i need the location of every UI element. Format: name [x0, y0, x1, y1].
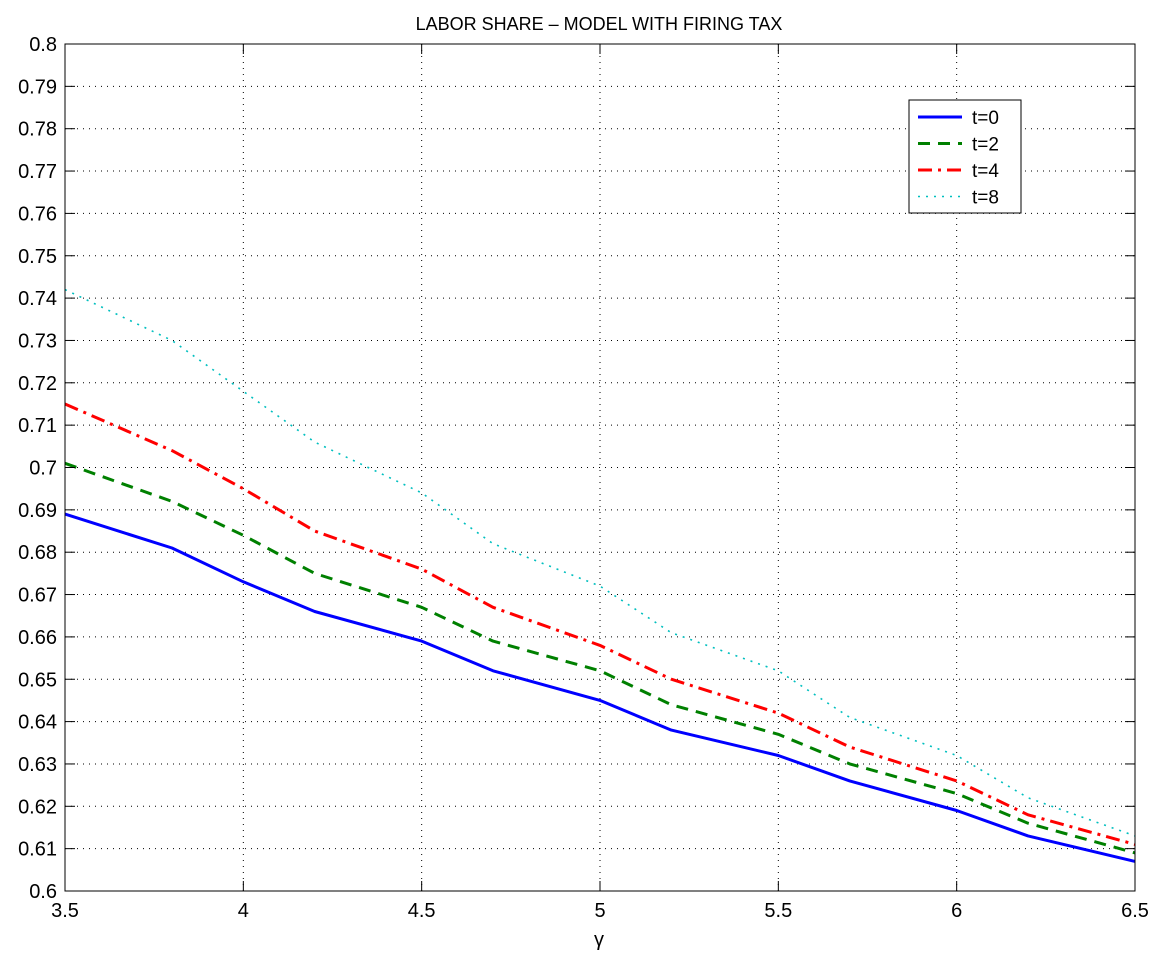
y-tick-label: 0.79 [18, 76, 57, 98]
y-tick-label: 0.68 [18, 542, 57, 564]
x-tick-label: 5 [594, 900, 605, 922]
legend-label: t=8 [972, 188, 999, 209]
y-tick-label: 0.66 [18, 627, 57, 649]
legend-label: t=2 [972, 135, 999, 156]
y-tick-label: 0.76 [18, 203, 57, 225]
series-lines [64, 288, 1136, 863]
y-tick-label: 0.62 [18, 796, 57, 818]
legend: t=0 t=2 t=4 t=8 [908, 99, 1022, 214]
series-line-t-4 [64, 402, 1136, 846]
y-tick-label: 0.78 [18, 119, 57, 141]
y-tick-label: 0.8 [29, 34, 57, 56]
y-tick-labels: 0.6 0.61 0.62 0.63 0.64 0.65 0.66 0.67 0.68 0.69 0… [18, 34, 57, 903]
y-tick-label: 0.72 [18, 373, 57, 395]
x-tick-label: 4 [238, 900, 249, 922]
x-tick-label: 6.5 [1121, 900, 1149, 922]
legend-label: t=4 [972, 161, 999, 182]
x-tick-labels: 3.5 4 4.5 5 5.5 6 6.5 [51, 900, 1149, 922]
grid-lines [65, 44, 1135, 891]
legend-box [908, 99, 1022, 214]
y-tick-label: 0.7 [29, 458, 57, 480]
y-tick-label: 0.65 [18, 669, 57, 691]
y-tick-label: 0.73 [18, 330, 57, 352]
x-tick-label: 3.5 [51, 900, 79, 922]
y-tick-label: 0.67 [18, 585, 57, 607]
y-tick-label: 0.64 [18, 712, 57, 734]
y-tick-label: 0.61 [18, 839, 57, 861]
legend-label: t=0 [972, 108, 999, 129]
y-tick-label: 0.6 [29, 881, 57, 903]
y-tick-label: 0.63 [18, 754, 57, 776]
y-tick-label: 0.74 [18, 288, 57, 310]
axis-ticks [64, 43, 1136, 892]
y-tick-label: 0.69 [18, 500, 57, 522]
y-tick-label: 0.77 [18, 161, 57, 183]
x-axis-label: γ [594, 929, 604, 951]
series-line-t-8 [64, 288, 1136, 837]
series-line-t-0 [64, 512, 1136, 863]
y-tick-label: 0.71 [18, 415, 57, 437]
x-tick-label: 5.5 [764, 900, 792, 922]
chart-title: LABOR SHARE – MODEL WITH FIRING TAX [416, 14, 783, 34]
x-tick-label: 6 [951, 900, 962, 922]
y-tick-label: 0.75 [18, 246, 57, 268]
x-tick-label: 4.5 [408, 900, 436, 922]
